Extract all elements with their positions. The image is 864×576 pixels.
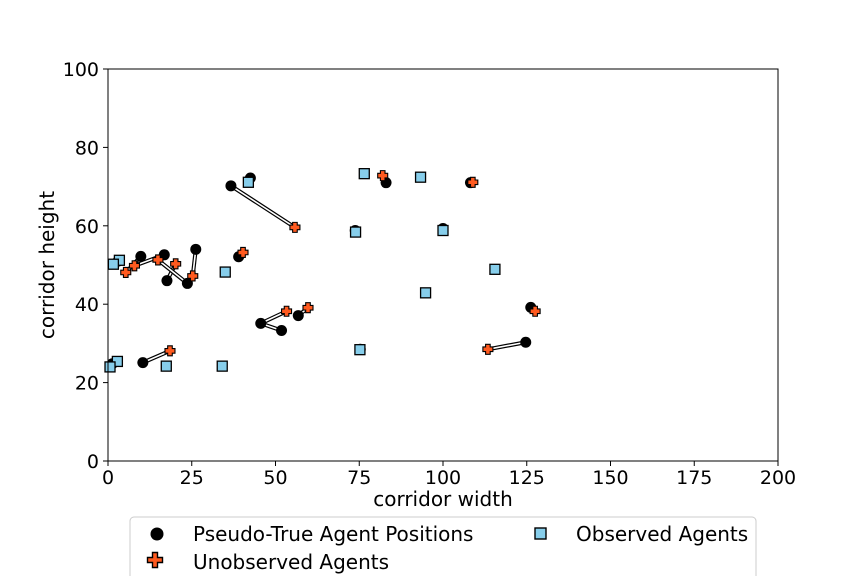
- unobserved-point: [482, 343, 494, 355]
- unobserved-point: [170, 258, 182, 270]
- y-axis: 0 20 40 60 80 100: [63, 59, 108, 473]
- observed-point: [358, 168, 370, 180]
- observed-point: [216, 360, 228, 372]
- unobserved-point: [187, 270, 199, 282]
- unobserved-point: [237, 246, 249, 259]
- unobserved-point: [281, 305, 293, 317]
- pseudo-true-point: [161, 275, 173, 287]
- observed-point: [414, 171, 427, 183]
- observed-point: [489, 263, 501, 275]
- y-tick-label: 80: [75, 137, 99, 159]
- observed-point: [219, 266, 231, 278]
- observed-point: [107, 258, 120, 270]
- unobserved-point: [164, 345, 176, 357]
- y-tick-label: 60: [75, 216, 99, 238]
- x-tick-label: 50: [263, 467, 287, 489]
- x-tick-label: 150: [592, 467, 628, 489]
- link-lines: [124, 174, 537, 365]
- legend-label-pseudo-true: Pseudo-True Agent Positions: [193, 522, 473, 546]
- x-tick-label: 100: [425, 467, 461, 489]
- legend-label-observed: Observed Agents: [576, 522, 748, 546]
- y-tick-label: 40: [75, 294, 99, 316]
- pseudo-true-point: [520, 336, 532, 348]
- x-tick-label: 175: [676, 467, 712, 489]
- x-tick-label: 25: [180, 467, 204, 489]
- unobserved-point: [302, 302, 314, 314]
- x-axis: 0 25 50 75 100 125 150 175 200: [102, 461, 796, 489]
- x-tick-label: 0: [102, 467, 114, 489]
- legend: Pseudo-True Agent Positions Unobserved A…: [129, 516, 757, 576]
- observed-point: [242, 176, 255, 188]
- observed-point: [419, 287, 432, 299]
- unobserved-point: [377, 170, 389, 182]
- x-tick-label: 125: [509, 467, 545, 489]
- legend-marker-observed: [534, 527, 547, 540]
- legend-marker-pseudo-true: [150, 527, 164, 541]
- observed-point: [354, 344, 366, 356]
- pseudo-true-point: [190, 243, 202, 255]
- y-tick-label: 100: [63, 59, 99, 81]
- legend-marker-unobserved: [146, 551, 164, 569]
- unobserved-point: [128, 260, 141, 272]
- plot-frame: [107, 68, 779, 462]
- link-line-core: [157, 259, 188, 285]
- legend-label-unobserved: Unobserved Agents: [193, 550, 389, 574]
- observed-point: [437, 224, 449, 237]
- y-axis-label: corridor height: [35, 191, 59, 339]
- pseudo-true-point: [255, 317, 267, 329]
- link-line-core: [487, 341, 526, 351]
- observed-point: [349, 226, 362, 238]
- legend-frame: [129, 516, 757, 576]
- data-points: [104, 168, 541, 373]
- pseudo-true-point: [276, 324, 288, 336]
- pseudo-true-point: [292, 310, 304, 322]
- observed-point: [104, 361, 116, 373]
- unobserved-point: [289, 221, 301, 233]
- observed-point: [160, 360, 172, 372]
- pseudo-true-point: [137, 357, 149, 369]
- link-line-core: [230, 185, 296, 229]
- unobserved-point: [467, 176, 479, 188]
- unobserved-point: [529, 305, 541, 317]
- x-axis-label: corridor width: [373, 487, 513, 511]
- pseudo-true-point: [225, 180, 237, 192]
- y-tick-label: 0: [87, 451, 99, 473]
- unobserved-point: [120, 266, 132, 278]
- x-tick-label: 200: [760, 467, 796, 489]
- y-tick-label: 20: [75, 373, 99, 395]
- pseudo-true-point: [135, 250, 147, 262]
- x-tick-label: 75: [347, 467, 371, 489]
- unobserved-point: [152, 254, 164, 266]
